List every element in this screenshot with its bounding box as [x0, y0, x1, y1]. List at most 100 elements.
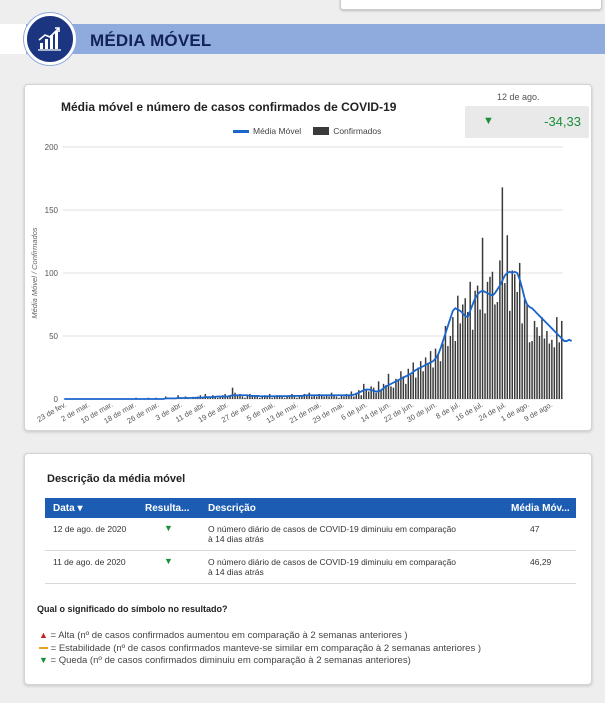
bar-confirmados	[246, 395, 249, 399]
bar-confirmados	[338, 397, 340, 399]
chart-legend: Média Móvel Confirmados	[233, 126, 381, 136]
column-header-date[interactable]: Data ▾	[53, 503, 83, 514]
bar-confirmados	[419, 361, 422, 399]
bar-confirmados	[543, 338, 546, 399]
column-header-description[interactable]: Descrição	[208, 503, 256, 514]
bar-confirmados	[432, 367, 434, 399]
y-tick-label: 100	[45, 269, 59, 278]
legend-item-media-movel: Média Móvel	[253, 126, 302, 136]
bar-confirmados	[546, 330, 548, 399]
bar-confirmados	[254, 396, 256, 399]
bar-confirmados	[259, 397, 261, 399]
bar-confirmados	[476, 285, 479, 399]
symbol-legend-up: ▲ = Alta (nº de casos confirmados aument…	[39, 630, 408, 641]
bar-confirmados	[333, 395, 335, 399]
bar-confirmados	[457, 295, 459, 399]
description-title: Descrição da média móvel	[47, 473, 186, 485]
banner-stripe	[0, 24, 26, 54]
bar-confirmados	[335, 396, 338, 399]
bar-confirmados	[422, 371, 424, 399]
bar-confirmados	[511, 270, 513, 399]
description-table: Data ▾ Resulta... Descrição Média Móv...…	[45, 498, 576, 584]
bar-confirmados	[301, 396, 303, 399]
bar-confirmados	[385, 385, 387, 399]
bar-confirmados	[219, 396, 221, 399]
bar-confirmados	[296, 397, 298, 399]
bar-confirmados	[444, 325, 447, 399]
bar-confirmados	[251, 396, 254, 399]
legend-bar-swatch	[313, 127, 330, 135]
bar-confirmados	[509, 310, 511, 399]
section-badge	[24, 13, 76, 65]
bar-confirmados	[256, 395, 259, 399]
y-tick-label: 50	[49, 332, 58, 341]
bar-confirmados	[504, 283, 506, 399]
symbol-text: = Queda (nº de casos confirmados diminui…	[47, 655, 411, 666]
bar-confirmados	[348, 395, 350, 399]
bar-confirmados	[516, 291, 518, 399]
column-header-value[interactable]: Média Móv...	[511, 503, 570, 514]
bar-confirmados	[417, 367, 419, 399]
bar-confirmados	[462, 304, 464, 399]
series-line-media-movel	[64, 270, 573, 400]
symbols-title: Qual o significado do símbolo no resulta…	[37, 604, 228, 614]
bar-confirmados	[414, 377, 417, 399]
bar-confirmados	[452, 317, 454, 399]
bar-confirmados	[241, 396, 244, 399]
bar-confirmados	[484, 313, 486, 399]
cell-description: O número diário de casos de COVID-19 dim…	[208, 557, 457, 577]
bar-confirmados	[556, 317, 558, 399]
bar-confirmados	[397, 380, 400, 399]
y-tick-label: 200	[45, 143, 59, 152]
top-panel-edge	[340, 0, 602, 10]
bar-confirmados	[380, 390, 382, 399]
y-tick-label: 0	[54, 395, 59, 404]
bar-confirmados	[439, 361, 442, 399]
bar-confirmados	[494, 304, 496, 399]
down-triangle-icon: ▼	[39, 655, 48, 665]
bar-confirmados	[429, 351, 432, 399]
bar-confirmados	[358, 390, 360, 399]
bar-confirmados	[377, 381, 380, 399]
bar-confirmados	[271, 397, 273, 399]
symbol-text: = Estabilidade (nº de casos confirmados …	[48, 643, 482, 654]
cell-value: 47	[530, 524, 540, 534]
bar-confirmados	[328, 396, 330, 399]
bar-confirmados	[306, 395, 308, 399]
bar-confirmados	[372, 387, 375, 399]
bar-confirmados	[459, 323, 462, 399]
description-card: Descrição da média móvel Data ▾ Resulta.…	[24, 453, 592, 685]
column-header-result[interactable]: Resulta...	[145, 503, 190, 514]
bar-confirmados	[365, 388, 367, 399]
bar-confirmados	[506, 235, 509, 399]
bar-confirmados	[325, 395, 328, 399]
bar-confirmados	[437, 353, 439, 399]
bar-confirmados	[214, 396, 216, 399]
bar-confirmados	[353, 396, 355, 399]
scorecard-date: 12 de ago.	[497, 92, 540, 102]
bar-confirmados	[244, 397, 246, 399]
bar-confirmados	[311, 396, 313, 399]
cell-date: 12 de ago. de 2020	[53, 524, 127, 534]
bar-confirmados	[405, 383, 407, 399]
bar-confirmados	[231, 387, 234, 399]
cell-description: O número diário de casos de COVID-19 dim…	[208, 524, 457, 544]
table-row: 12 de ago. de 2020 ▼ O número diário de …	[45, 518, 576, 551]
cell-date: 11 de ago. de 2020	[53, 557, 126, 567]
bar-confirmados	[496, 301, 499, 399]
bar-confirmados	[390, 386, 392, 399]
bar-confirmados	[454, 341, 457, 399]
bar-confirmados	[407, 368, 410, 399]
dash-icon	[39, 647, 48, 650]
section-title: MÉDIA MÓVEL	[90, 31, 212, 50]
bar-confirmados	[410, 375, 412, 399]
bar-confirmados	[261, 396, 263, 399]
bar-confirmados	[315, 396, 318, 399]
chart-title: Média móvel e número de casos confirmado…	[61, 100, 397, 114]
bar-confirmados	[479, 309, 481, 399]
bar-confirmados	[320, 395, 323, 399]
bar-confirmados	[340, 395, 343, 399]
bar-confirmados	[273, 396, 276, 399]
symbol-legend-stable: = Estabilidade (nº de casos confirmados …	[39, 643, 481, 654]
